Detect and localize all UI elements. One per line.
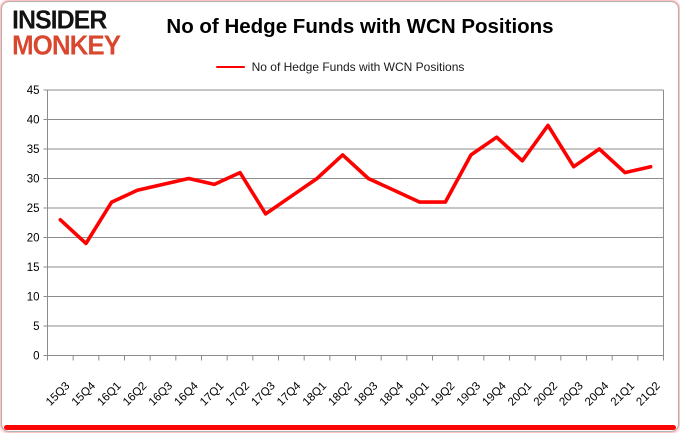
insider-monkey-logo: INSIDER MONKEY — [12, 5, 121, 61]
y-tick-label-20: 20 — [27, 233, 40, 245]
legend-label: No of Hedge Funds with WCN Positions — [251, 60, 465, 74]
x-tick-label-20Q3: 20Q3 — [557, 380, 585, 408]
x-tick-label-19Q1: 19Q1 — [403, 380, 431, 408]
x-tick-label-17Q4: 17Q4 — [275, 380, 304, 409]
x-tick-label-18Q1: 18Q1 — [301, 380, 329, 408]
legend-line-swatch — [215, 65, 245, 69]
x-tick-label-16Q2: 16Q2 — [121, 380, 149, 408]
logo-line-monkey: MONKEY — [12, 28, 121, 61]
x-tick-label-18Q4: 18Q4 — [378, 380, 407, 409]
series-line-hedge-funds — [58, 123, 653, 246]
card-bottom-red-bar — [4, 425, 676, 430]
x-tick-label-20Q1: 20Q1 — [506, 380, 534, 408]
x-tick-label-16Q4: 16Q4 — [172, 380, 201, 409]
x-tick-label-15Q4: 15Q4 — [70, 380, 99, 409]
y-tick-label-40: 40 — [27, 115, 40, 127]
x-tick-label-19Q3: 19Q3 — [455, 380, 483, 408]
x-tick-label-19Q4: 19Q4 — [480, 380, 509, 409]
x-tick-label-18Q2: 18Q2 — [326, 380, 354, 408]
y-tick-label-30: 30 — [27, 174, 40, 186]
x-tick-label-16Q1: 16Q1 — [95, 380, 123, 408]
x-tick-label-21Q1: 21Q1 — [609, 380, 637, 408]
y-tick-label-15: 15 — [27, 262, 40, 274]
logo-line-insider: INSIDER — [12, 5, 107, 35]
chart-legend: No of Hedge Funds with WCN Positions — [0, 60, 680, 74]
y-tick-label-0: 0 — [33, 351, 39, 363]
x-tick-label-18Q3: 18Q3 — [352, 380, 380, 408]
x-tick-label-17Q1: 17Q1 — [198, 380, 226, 408]
x-tick-label-19Q2: 19Q2 — [429, 380, 457, 408]
y-tick-label-5: 5 — [33, 321, 39, 333]
x-tick-label-17Q2: 17Q2 — [224, 380, 252, 408]
chart-title: No of Hedge Funds with WCN Positions — [166, 15, 554, 38]
x-tick-label-20Q4: 20Q4 — [583, 380, 612, 409]
x-tick-label-20Q2: 20Q2 — [532, 380, 560, 408]
y-tick-label-45: 45 — [27, 85, 40, 97]
y-tick-label-35: 35 — [27, 144, 40, 156]
x-tick-label-17Q3: 17Q3 — [249, 380, 277, 408]
x-tick-label-15Q3: 15Q3 — [44, 380, 72, 408]
x-tick-label-21Q2: 21Q2 — [634, 380, 662, 408]
x-tick-label-16Q3: 16Q3 — [147, 380, 175, 408]
y-tick-label-25: 25 — [27, 203, 40, 215]
y-tick-label-10: 10 — [27, 292, 40, 304]
